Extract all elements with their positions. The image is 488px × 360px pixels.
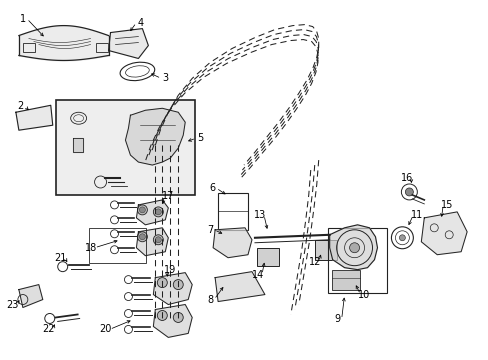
Text: 7: 7: [206, 225, 213, 235]
Circle shape: [155, 209, 161, 215]
Text: 21: 21: [55, 253, 67, 263]
Circle shape: [153, 207, 163, 217]
Polygon shape: [215, 272, 264, 302]
Polygon shape: [16, 105, 53, 130]
Bar: [95, 42, 107, 53]
Circle shape: [155, 237, 161, 243]
Polygon shape: [73, 138, 82, 152]
Bar: [314, 240, 336, 260]
Circle shape: [137, 232, 147, 242]
Text: 16: 16: [401, 173, 413, 183]
Text: 9: 9: [334, 314, 340, 324]
Circle shape: [139, 207, 145, 213]
Polygon shape: [153, 305, 192, 337]
Circle shape: [173, 280, 183, 289]
Circle shape: [137, 205, 147, 215]
Text: 13: 13: [253, 210, 265, 220]
Text: 15: 15: [440, 200, 452, 210]
Circle shape: [153, 235, 163, 245]
Bar: [331, 270, 359, 289]
Text: 2: 2: [18, 101, 24, 111]
Polygon shape: [136, 228, 168, 256]
Text: 11: 11: [410, 210, 423, 220]
Polygon shape: [329, 225, 377, 270]
Polygon shape: [153, 273, 192, 305]
Text: 5: 5: [197, 133, 203, 143]
Text: 10: 10: [358, 289, 370, 300]
Text: 18: 18: [84, 243, 97, 253]
Text: 20: 20: [99, 324, 111, 334]
Text: 1: 1: [20, 14, 26, 24]
Circle shape: [349, 243, 359, 253]
Bar: [256, 248, 278, 266]
Polygon shape: [213, 228, 251, 258]
Polygon shape: [19, 285, 42, 307]
Text: 19: 19: [164, 265, 176, 275]
Text: 14: 14: [251, 270, 264, 280]
Bar: [23, 42, 35, 53]
Text: 17: 17: [162, 191, 174, 201]
Polygon shape: [136, 200, 168, 225]
Polygon shape: [125, 108, 185, 165]
Circle shape: [157, 278, 167, 288]
Text: 6: 6: [209, 183, 215, 193]
Bar: [88, 228, 146, 263]
Circle shape: [157, 310, 167, 320]
Circle shape: [139, 234, 145, 240]
Polygon shape: [108, 28, 148, 58]
Text: 4: 4: [137, 18, 143, 28]
Bar: [327, 228, 386, 293]
Circle shape: [399, 235, 405, 241]
Text: 3: 3: [162, 73, 168, 84]
Circle shape: [173, 312, 183, 323]
Bar: [218, 193, 247, 230]
Polygon shape: [421, 212, 466, 255]
Bar: [56, 100, 195, 195]
Circle shape: [405, 188, 412, 196]
Text: 8: 8: [206, 294, 213, 305]
Text: 23: 23: [7, 300, 19, 310]
Text: 12: 12: [308, 257, 320, 267]
Text: 22: 22: [42, 324, 55, 334]
